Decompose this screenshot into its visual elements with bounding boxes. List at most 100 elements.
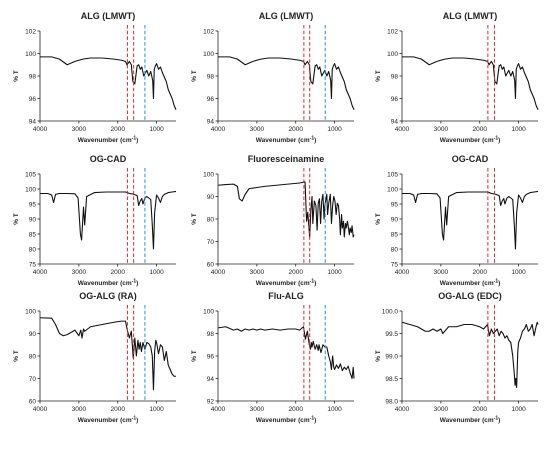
y-tick-label: 105 [387, 171, 398, 178]
panel-title: ALG (LMWT) [443, 11, 497, 21]
y-tick-label: 102 [25, 28, 36, 35]
x-tick-label: 3000 [434, 269, 449, 276]
panel-title: OG-CAD [452, 154, 489, 164]
y-tick-label: 100 [25, 51, 36, 58]
x-tick-label: 4000 [395, 269, 410, 276]
ftir-panel-2: ALG (LMWT) 94 96 98 100 102 4000 3000 2000 1000 Wa… [191, 11, 355, 145]
y-tick-label: 99.0 [385, 353, 398, 360]
x-tick-label: 3000 [250, 269, 265, 276]
y-tick-label: 100.0 [382, 308, 399, 315]
x-axis-label: Wavenumber (cm-1) [440, 136, 501, 145]
y-tick-label: 102 [387, 28, 398, 35]
x-tick-label: 3000 [72, 269, 87, 276]
y-tick-label: 100 [25, 308, 36, 315]
y-tick-label: 60 [207, 261, 215, 268]
y-axis-label: % T [191, 70, 198, 82]
x-tick-label: 2000 [110, 269, 125, 276]
x-tick-label: 1000 [511, 269, 526, 276]
y-tick-label: 100 [25, 186, 36, 193]
x-tick-label: 1000 [149, 126, 164, 133]
y-tick-label: 75 [29, 261, 37, 268]
y-tick-label: 100 [203, 171, 214, 178]
x-axis-label: Wavenumber (cm-1) [78, 279, 139, 288]
y-axis-label: % T [13, 70, 20, 82]
x-tick-label: 4000 [33, 269, 48, 276]
x-tick-label: 1000 [327, 406, 342, 413]
y-axis-label: % T [375, 70, 382, 82]
x-tick-label: 1000 [149, 406, 164, 413]
y-tick-label: 99.5 [385, 331, 398, 338]
y-tick-label: 95 [391, 201, 399, 208]
y-tick-label: 85 [391, 231, 399, 238]
panel-title: Flu-ALG [268, 291, 304, 301]
y-tick-label: 102 [203, 28, 214, 35]
y-tick-label: 94 [207, 118, 215, 125]
y-tick-label: 94 [29, 118, 37, 125]
panel-title: ALG (LMWT) [81, 11, 135, 21]
x-tick-label: 4000 [33, 126, 48, 133]
y-tick-label: 100 [387, 186, 398, 193]
panel-title: OG-ALG (RA) [79, 291, 137, 301]
ftir-panel-6: OG-CAD 75 80 85 90 95 100 105 4000 3000 2000 1000 Wa… [375, 154, 539, 287]
y-tick-label: 95 [29, 201, 37, 208]
y-axis-label: % T [375, 213, 382, 225]
y-axis-label: % T [375, 350, 382, 362]
ftir-panel-3: ALG (LMWT) 94 96 98 100 102 4000 3000 2000 1000 Wa… [375, 11, 539, 145]
y-tick-label: 100 [203, 308, 214, 315]
y-tick-label: 90 [29, 331, 37, 338]
x-tick-label: 4000 [395, 126, 410, 133]
x-tick-label: 4000 [33, 406, 48, 413]
y-tick-label: 60 [29, 398, 37, 405]
y-tick-label: 100 [387, 51, 398, 58]
x-tick-label: 3000 [250, 126, 265, 133]
x-tick-label: 4000 [395, 406, 410, 413]
y-tick-label: 98.5 [385, 376, 398, 383]
x-tick-label: 4000 [211, 406, 226, 413]
ftir-spectrum-line [401, 321, 539, 389]
y-tick-label: 80 [391, 246, 399, 253]
y-tick-label: 105 [25, 171, 36, 178]
y-tick-label: 70 [207, 239, 215, 246]
ftir-panel-8: Flu-ALG 92 94 96 98 100 4000 3000 2000 1000 Wavenu… [191, 291, 355, 424]
y-tick-label: 70 [29, 376, 37, 383]
x-axis-label: Wavenumber (cm-1) [78, 416, 139, 425]
ftir-spectrum-line [40, 190, 177, 250]
x-tick-label: 1000 [327, 269, 342, 276]
x-tick-label: 2000 [472, 406, 487, 413]
ftir-panel-4: OG-CAD 75 80 85 90 95 100 105 4000 3000 2000 1000 Wa… [13, 154, 177, 288]
ftir-panel-1: ALG (LMWT) 94 96 98 100 102 4000 3000 2000 1000 Wa… [13, 11, 177, 145]
x-axis-label: Wavenumber (cm-1) [78, 136, 139, 145]
y-tick-label: 90 [29, 216, 37, 223]
y-tick-label: 85 [29, 231, 37, 238]
y-tick-label: 94 [391, 118, 399, 125]
ftir-spectrum-line [39, 317, 176, 391]
x-tick-label: 3000 [72, 406, 87, 413]
y-tick-label: 90 [391, 216, 399, 223]
panel-title: OG-CAD [90, 154, 127, 164]
y-axis-label: % T [191, 213, 198, 225]
y-tick-label: 80 [29, 246, 37, 253]
y-axis-label: % T [13, 213, 20, 225]
y-tick-label: 80 [29, 353, 37, 360]
ftir-spectrum-line [40, 56, 177, 110]
y-tick-label: 96 [29, 96, 37, 103]
x-axis-label: Wavenumber (cm-1) [256, 136, 317, 145]
ftir-panel-9: OG-ALG (EDC) 98.0 98.5 99.0 99.5 100.0 4000 300… [375, 291, 539, 425]
ftir-spectrum-line [402, 190, 539, 250]
ftir-spectrum-line [218, 56, 355, 110]
y-tick-label: 96 [207, 96, 215, 103]
ftir-spectrum-line [402, 56, 539, 110]
y-tick-label: 94 [207, 376, 215, 383]
y-tick-label: 100 [203, 51, 214, 58]
y-axis-label: % T [191, 350, 198, 362]
x-axis-label: Wavenumber (cm-1) [440, 416, 501, 425]
panel-title: Fluoresceinamine [248, 154, 325, 164]
ftir-panel-7: OG-ALG (RA) 60 70 80 90 100 4000 3000 2000 1000 Wa… [13, 291, 176, 424]
x-tick-label: 4000 [211, 126, 226, 133]
y-tick-label: 98 [207, 73, 215, 80]
y-tick-label: 98 [391, 73, 399, 80]
y-tick-label: 96 [207, 353, 215, 360]
y-tick-label: 80 [207, 216, 215, 223]
x-tick-label: 3000 [72, 126, 87, 133]
